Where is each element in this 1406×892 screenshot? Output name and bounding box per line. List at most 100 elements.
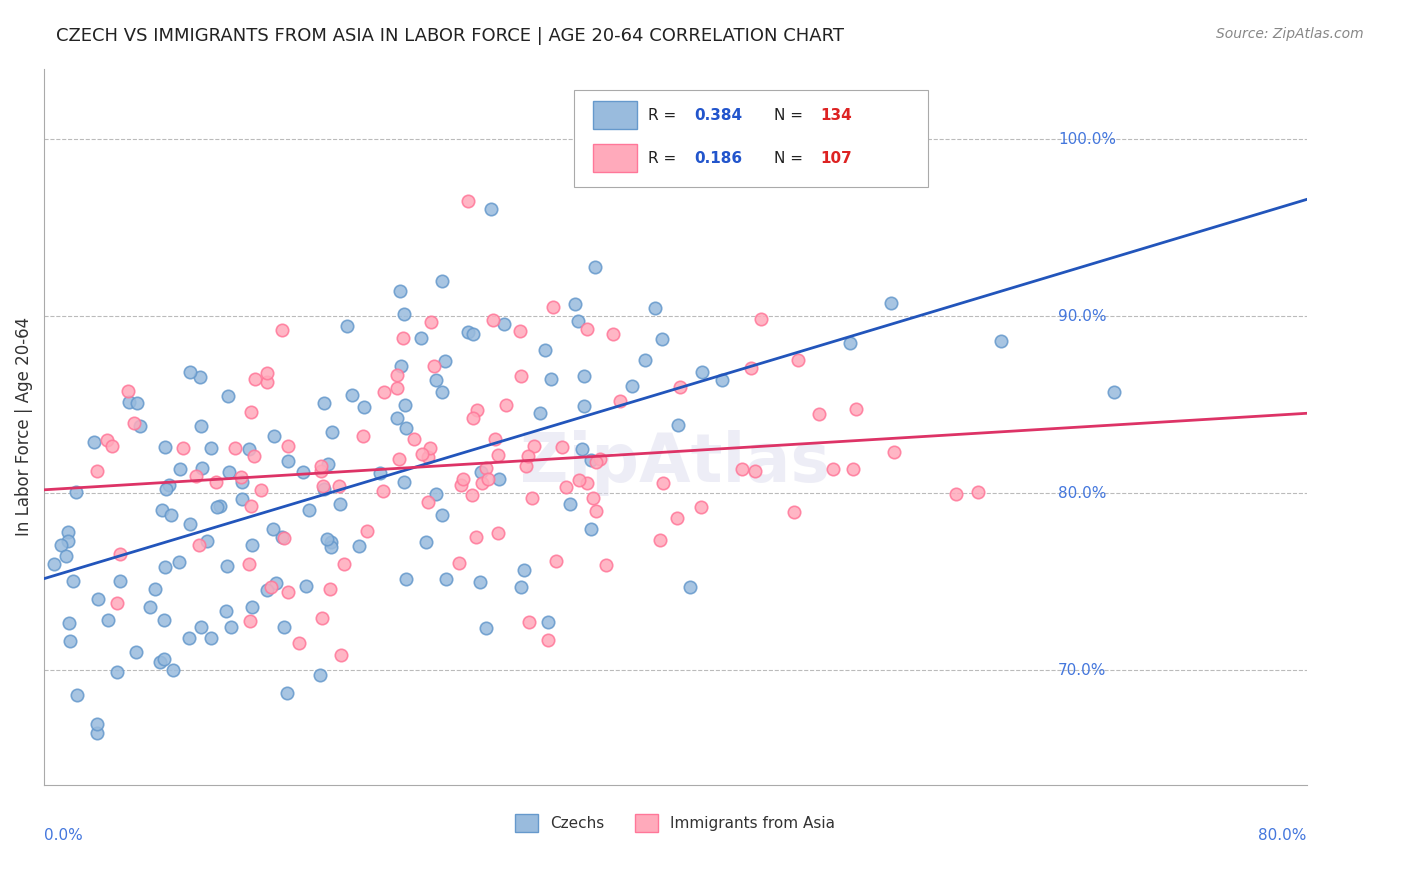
Czechs xyxy=(240,600,263,615)
Czechs xyxy=(55,549,77,564)
Czechs xyxy=(572,368,595,383)
Czechs xyxy=(839,335,862,350)
Czechs xyxy=(51,538,73,552)
Czechs xyxy=(540,372,562,386)
Czechs xyxy=(340,388,363,402)
Immigrants from Asia xyxy=(666,511,689,525)
Czechs xyxy=(150,503,173,517)
Immigrants from Asia xyxy=(240,405,263,419)
Immigrants from Asia xyxy=(609,394,631,409)
Text: 107: 107 xyxy=(821,152,852,166)
Immigrants from Asia xyxy=(823,462,845,476)
Immigrants from Asia xyxy=(495,398,517,412)
Czechs xyxy=(139,600,162,615)
Czechs xyxy=(153,613,176,627)
Text: 134: 134 xyxy=(821,108,852,123)
Immigrants from Asia xyxy=(551,441,574,455)
Czechs xyxy=(190,419,212,434)
Czechs xyxy=(59,633,82,648)
Czechs xyxy=(177,632,200,646)
Text: ZipAtlas: ZipAtlas xyxy=(520,430,831,496)
Czechs xyxy=(492,318,515,332)
FancyBboxPatch shape xyxy=(593,101,637,129)
Czechs xyxy=(179,365,201,379)
Immigrants from Asia xyxy=(224,441,246,455)
Immigrants from Asia xyxy=(312,479,335,493)
Czechs xyxy=(434,573,457,587)
Immigrants from Asia xyxy=(402,432,425,446)
Immigrants from Asia xyxy=(967,484,990,499)
Czechs xyxy=(256,582,278,597)
Czechs xyxy=(65,485,87,500)
Czechs xyxy=(690,365,713,379)
FancyBboxPatch shape xyxy=(575,90,928,186)
Immigrants from Asia xyxy=(309,458,332,473)
Czechs xyxy=(153,559,176,574)
Czechs xyxy=(56,533,79,548)
Czechs xyxy=(634,353,657,368)
Immigrants from Asia xyxy=(330,648,353,662)
Immigrants from Asia xyxy=(270,323,292,337)
Czechs xyxy=(537,615,560,630)
Immigrants from Asia xyxy=(411,447,433,461)
Czechs xyxy=(42,557,65,571)
Czechs xyxy=(394,307,416,321)
Czechs xyxy=(388,284,411,298)
Immigrants from Asia xyxy=(477,472,499,486)
Czechs xyxy=(169,555,191,569)
Immigrants from Asia xyxy=(515,459,537,474)
Czechs xyxy=(621,379,644,393)
Immigrants from Asia xyxy=(787,352,810,367)
Czechs xyxy=(217,388,239,402)
Czechs xyxy=(430,384,453,399)
Immigrants from Asia xyxy=(205,475,228,490)
Czechs xyxy=(62,574,84,588)
Czechs xyxy=(169,462,191,476)
Legend: Czechs, Immigrants from Asia: Czechs, Immigrants from Asia xyxy=(509,807,842,838)
Czechs xyxy=(219,620,242,634)
Immigrants from Asia xyxy=(277,438,299,452)
Czechs xyxy=(218,465,240,479)
Czechs xyxy=(385,410,408,425)
Immigrants from Asia xyxy=(373,384,395,399)
Immigrants from Asia xyxy=(229,470,252,484)
Czechs xyxy=(316,457,339,471)
Czechs xyxy=(395,421,418,435)
Immigrants from Asia xyxy=(451,472,474,486)
Immigrants from Asia xyxy=(385,368,408,383)
Immigrants from Asia xyxy=(588,451,610,466)
Czechs xyxy=(314,396,336,410)
Czechs xyxy=(510,580,533,594)
Czechs xyxy=(240,538,263,552)
Text: 0.0%: 0.0% xyxy=(44,828,83,843)
Immigrants from Asia xyxy=(689,500,711,514)
Text: 90.0%: 90.0% xyxy=(1057,309,1107,324)
Czechs xyxy=(238,442,260,456)
Czechs xyxy=(1102,384,1125,399)
Czechs xyxy=(574,399,596,413)
Immigrants from Asia xyxy=(309,465,332,479)
Czechs xyxy=(162,663,184,677)
Czechs xyxy=(353,400,375,414)
Immigrants from Asia xyxy=(172,441,194,455)
Text: R =: R = xyxy=(648,108,681,123)
Czechs xyxy=(392,475,415,490)
Czechs xyxy=(270,530,292,544)
Czechs xyxy=(312,482,335,496)
Czechs xyxy=(124,645,146,659)
Czechs xyxy=(513,563,536,577)
Czechs xyxy=(262,522,284,536)
Czechs xyxy=(58,615,80,630)
Czechs xyxy=(711,373,734,387)
Immigrants from Asia xyxy=(509,369,531,384)
Czechs xyxy=(207,500,229,514)
Immigrants from Asia xyxy=(488,526,510,541)
Czechs xyxy=(157,477,180,491)
Text: 70.0%: 70.0% xyxy=(1057,663,1107,678)
Immigrants from Asia xyxy=(517,615,540,629)
Czechs xyxy=(200,631,222,645)
Immigrants from Asia xyxy=(807,407,830,421)
Immigrants from Asia xyxy=(652,476,675,491)
Czechs xyxy=(678,580,700,594)
Czechs xyxy=(409,331,432,345)
